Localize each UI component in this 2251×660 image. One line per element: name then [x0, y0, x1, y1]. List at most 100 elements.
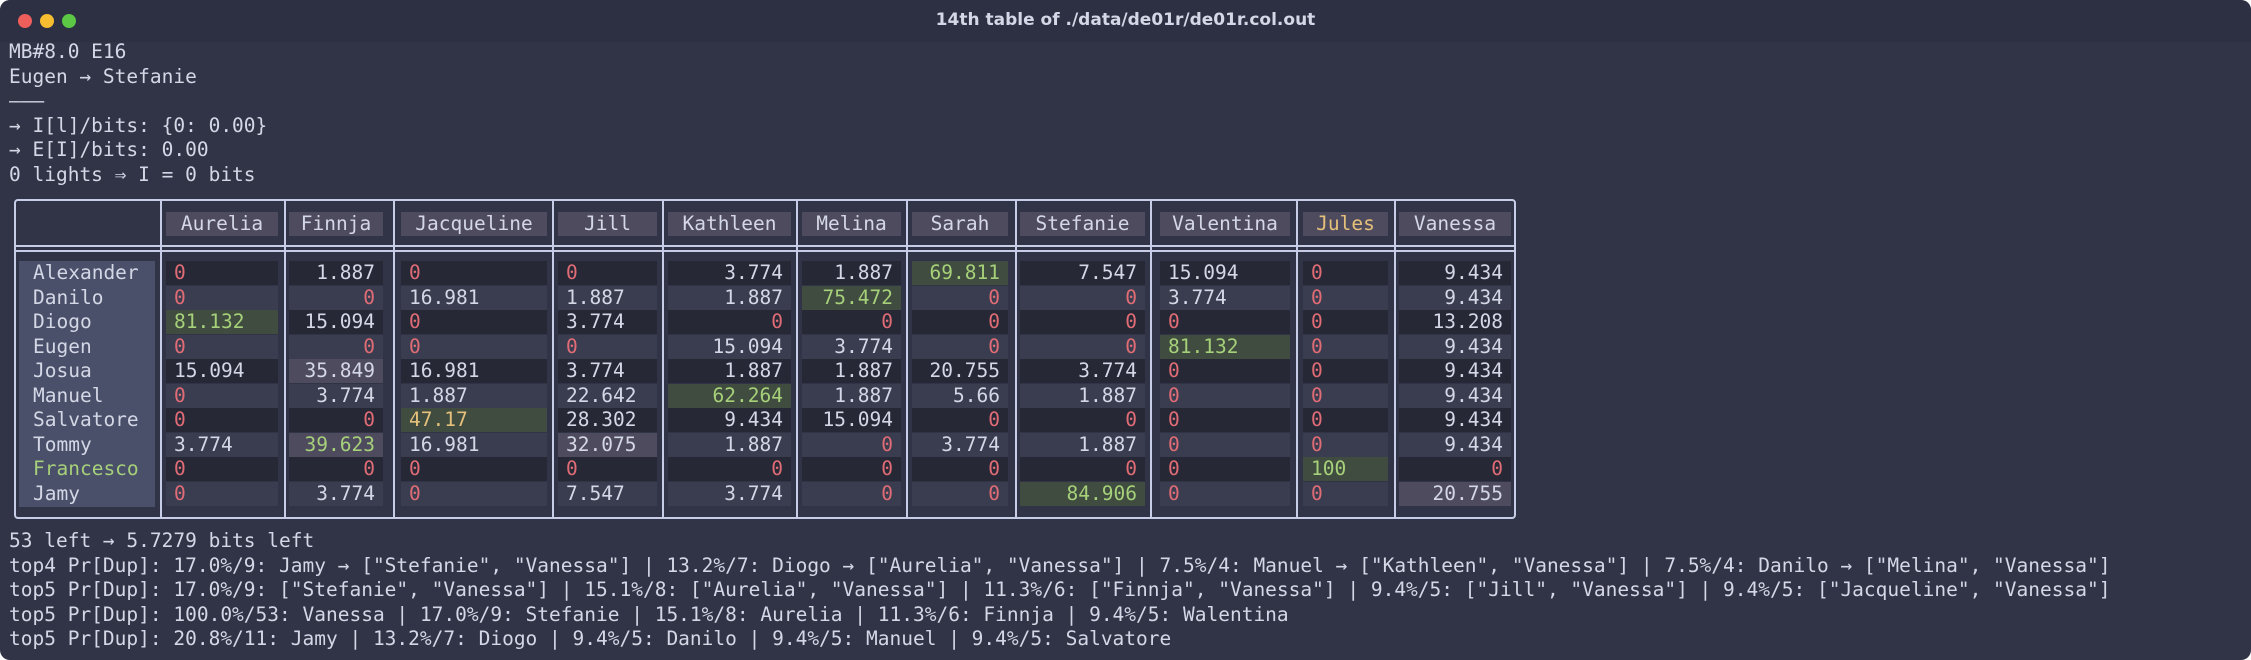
footer-line: 53 left → 5.7279 bits left — [9, 529, 315, 552]
table-cell: 22.642 — [558, 383, 657, 408]
table-cell: 0 — [668, 310, 791, 334]
row-header-danilo: Danilo — [33, 285, 104, 309]
table-cell: 0 — [166, 285, 278, 310]
column-separator — [796, 200, 798, 518]
close-icon[interactable] — [18, 14, 32, 28]
table-cell: 0 — [1020, 457, 1145, 481]
table-cell: 16.981 — [401, 285, 547, 310]
header-line: → E[I]/bits: 0.00 — [9, 138, 209, 161]
column-header-kathleen: Kathleen — [668, 212, 791, 236]
footer-line: top5 Pr[Dup]: 20.8%/11: Jamy | 13.2%/7: … — [9, 627, 1172, 650]
table-cell: 1.887 — [1020, 432, 1145, 457]
table-cell: 3.774 — [289, 481, 383, 506]
maximize-icon[interactable] — [62, 14, 76, 28]
table-cell: 3.774 — [1020, 359, 1145, 383]
table-cell: 0 — [802, 432, 901, 457]
column-header-aurelia: Aurelia — [166, 212, 278, 236]
table-cell: 3.774 — [802, 334, 901, 359]
table-cell: 0 — [1160, 408, 1290, 432]
table-cell: 1.887 — [1020, 383, 1145, 408]
minimize-icon[interactable] — [40, 14, 54, 28]
header-line: MB#8.0 E16 — [9, 40, 127, 63]
table-cell: 0 — [401, 334, 547, 359]
table-cell: 0 — [401, 457, 547, 481]
table-cell: 1.887 — [802, 359, 901, 383]
table-cell: 20.755 — [1399, 481, 1511, 506]
header-separator — [14, 245, 1516, 247]
column-header-jill: Jill — [558, 212, 657, 236]
column-separator — [1015, 200, 1017, 518]
table-cell: 0 — [558, 334, 657, 359]
row-header-alexander: Alexander — [33, 261, 139, 284]
table-cell: 1.887 — [401, 383, 547, 408]
table-cell: 0 — [289, 285, 383, 310]
table-cell: 0 — [1399, 457, 1511, 481]
table-cell: 3.774 — [558, 359, 657, 383]
table-cell: 62.264 — [668, 383, 791, 408]
window-title: 14th table of ./data/de01r/de01r.col.out — [935, 10, 1316, 30]
table-cell: 16.981 — [401, 359, 547, 383]
table-cell: 0 — [289, 408, 383, 432]
table-cell: 0 — [1160, 457, 1290, 481]
column-separator — [662, 200, 664, 518]
table-cell: 15.094 — [166, 359, 278, 383]
table-cell: 5.66 — [912, 383, 1008, 408]
header-separator — [14, 250, 1516, 252]
table-cell: 0 — [802, 481, 901, 506]
table-cell: 75.472 — [802, 285, 901, 310]
table-cell: 0 — [166, 457, 278, 481]
table-cell: 0 — [1303, 285, 1388, 310]
table-cell: 0 — [1160, 310, 1290, 334]
table-cell: 0 — [166, 383, 278, 408]
table-cell: 1.887 — [558, 285, 657, 310]
table-cell: 81.132 — [166, 310, 278, 334]
table-cell: 0 — [1303, 359, 1388, 383]
table-cell: 0 — [912, 457, 1008, 481]
table-cell: 0 — [166, 481, 278, 506]
table-cell: 0 — [1303, 261, 1388, 285]
footer-line: top5 Pr[Dup]: 17.0%/9: ["Stefanie", "Van… — [9, 578, 2111, 601]
row-header-eugen: Eugen — [33, 334, 92, 358]
table-cell: 0 — [802, 457, 901, 481]
table-cell: 9.434 — [1399, 383, 1511, 408]
table-cell: 16.981 — [401, 432, 547, 457]
table-cell: 0 — [1303, 334, 1388, 359]
column-separator — [284, 200, 286, 518]
table-cell: 0 — [912, 334, 1008, 359]
header-line: Eugen → Stefanie — [9, 64, 197, 88]
table-cell: 0 — [558, 261, 657, 285]
column-separator — [160, 200, 162, 518]
column-separator — [1394, 200, 1396, 518]
header-line: 0 lights ⇒ I = 0 bits — [9, 162, 256, 186]
table-cell: 0 — [1020, 408, 1145, 432]
table-cell: 7.547 — [1020, 261, 1145, 285]
table-cell: 0 — [166, 408, 278, 432]
table-cell: 84.906 — [1020, 481, 1145, 506]
row-header-tommy: Tommy — [33, 432, 92, 456]
column-separator — [393, 200, 395, 518]
table-cell: 0 — [289, 334, 383, 359]
column-header-vanessa: Vanessa — [1399, 212, 1511, 236]
column-header-stefanie: Stefanie — [1020, 212, 1145, 236]
table-cell: 0 — [1020, 285, 1145, 310]
table-cell: 0 — [401, 261, 547, 285]
table-cell: 0 — [1160, 359, 1290, 383]
table-cell: 15.094 — [289, 310, 383, 334]
table-cell: 32.075 — [558, 432, 657, 457]
header-line: ——— — [9, 89, 45, 112]
table-cell: 0 — [802, 310, 901, 334]
table-cell: 0 — [1020, 334, 1145, 359]
column-header-finnja: Finnja — [289, 212, 383, 236]
table-cell: 3.774 — [558, 310, 657, 334]
table-cell: 3.774 — [166, 432, 278, 457]
table-cell: 7.547 — [558, 481, 657, 506]
column-separator — [1296, 200, 1298, 518]
table-cell: 0 — [912, 310, 1008, 334]
table-cell: 0 — [912, 481, 1008, 506]
table-cell: 0 — [1160, 383, 1290, 408]
table-cell: 1.887 — [668, 285, 791, 310]
row-header-josua: Josua — [33, 359, 92, 382]
table-cell: 1.887 — [289, 261, 383, 285]
table-cell: 15.094 — [1160, 261, 1290, 285]
row-header-francesco: Francesco — [33, 457, 139, 480]
